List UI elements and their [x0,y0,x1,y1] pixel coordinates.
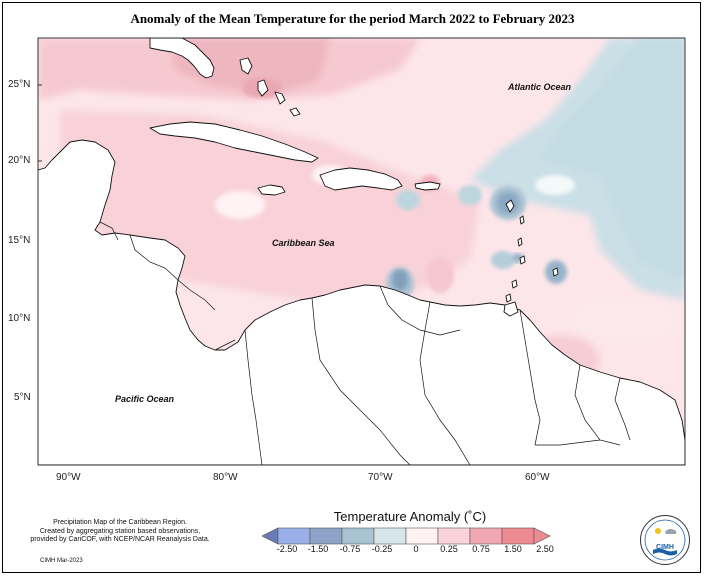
footnote: Precipitation Map of the Caribbean Regio… [20,519,220,545]
legend-label: 0.75 [472,544,490,554]
footnote-line: Precipitation Map of the Caribbean Regio… [53,519,187,526]
lon-label-70w: 70°W [368,472,393,483]
legend-colorbar [261,527,551,545]
lat-label-10n: 10°N [8,313,31,324]
map-title: Anomaly of the Mean Temperature for the … [130,11,575,26]
cimh-logo: CIMH [640,515,690,565]
hispaniola-island [319,167,403,191]
lon-label-60w: 60°W [525,472,550,483]
legend-label: -0.75 [339,544,361,554]
footnote-date: CIMH Mar-2023 [40,558,83,564]
land-outlines [38,38,685,465]
footnote-line: Created by aggregating station based obs… [39,527,201,535]
legend-label: 1.50 [504,544,522,554]
lon-label-90w: 90°W [56,472,81,483]
footnote-line: provided by CariCOF, with NCEP/NCAR Rean… [30,536,210,543]
legend-label: 0.25 [440,544,458,554]
legend-title: Temperature Anomaly (˚C) [333,509,487,524]
legend-label: -2.50 [276,544,298,554]
atlantic-ocean-label: Atlantic Ocean [508,82,572,92]
jamaica-island [257,184,286,196]
puerto-rico-island [414,181,441,191]
legend-label: 2.50 [536,544,554,554]
trinidad-island [503,301,519,317]
caribbean-sea-label: Caribbean Sea [272,238,335,248]
lat-label-5n: 5°N [14,392,31,403]
pacific-ocean-label: Pacific Ocean [115,394,175,404]
legend-label: 0 [413,544,419,554]
legend-label: -1.50 [307,544,329,554]
lat-label-25n: 25°N [8,79,31,90]
bahamas-islands [239,57,301,117]
cimh-logo-icon [644,519,686,561]
country-borders [99,221,631,465]
lon-label-80w: 80°W [213,472,238,483]
lat-label-20n: 20°N [8,155,31,166]
cuba-island [149,121,319,163]
florida-landmass [149,38,215,79]
lat-label-15n: 15°N [8,235,31,246]
legend-label: -0.25 [371,544,393,554]
mainland [38,139,685,465]
cimh-logo-text: CIMH [656,544,674,551]
